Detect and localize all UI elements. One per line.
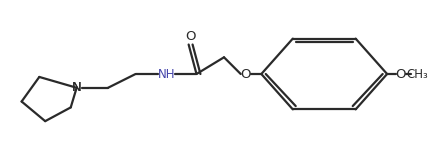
Text: O: O [185,30,196,43]
Text: O: O [395,67,406,81]
Text: N: N [72,81,81,94]
Text: NH: NH [158,67,176,81]
Text: N: N [72,81,81,94]
Text: O: O [241,67,251,81]
Text: CH₃: CH₃ [407,67,428,81]
